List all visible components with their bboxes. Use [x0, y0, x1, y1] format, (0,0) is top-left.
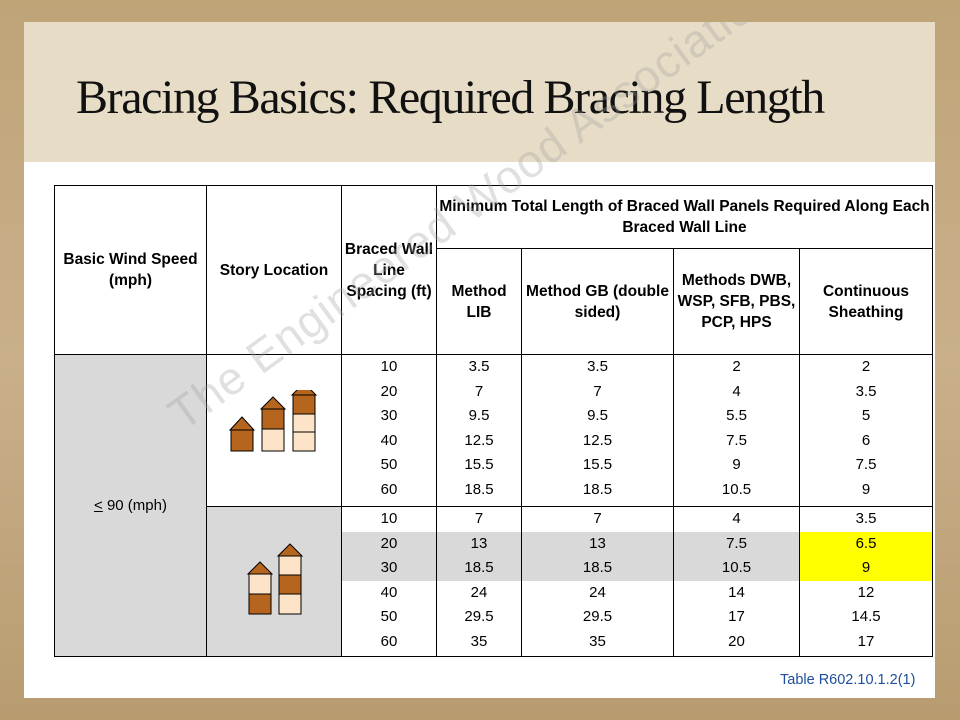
method-lib-list-lower: 7 13 18.5 24 29.5 35 — [436, 506, 522, 657]
list-item: 5 — [861, 407, 871, 424]
story-icon-cell-upper — [206, 354, 342, 507]
list-item: 9 — [861, 559, 871, 576]
continuous-list-lower: 3.5 6.5 9 12 14.5 17 — [799, 506, 933, 657]
list-item: 13 — [589, 534, 606, 552]
header-wind-speed: Basic Wind Speed (mph) — [54, 185, 207, 355]
list-item: 9.5 — [468, 407, 490, 424]
list-item: 3.5 — [855, 510, 877, 527]
list-item: 30 — [380, 559, 398, 576]
list-item: 35 — [470, 632, 488, 650]
list-item: 7.5 — [726, 431, 747, 449]
list-item: 14.5 — [851, 608, 881, 625]
list-item: 20 — [380, 382, 398, 400]
list-item: 40 — [380, 583, 398, 601]
slide-content: Bracing Basics: Required Bracing Length … — [24, 22, 935, 698]
list-item: 50 — [380, 608, 398, 625]
list-item: 12.5 — [582, 431, 613, 449]
list-item: 14 — [728, 583, 745, 601]
continuous-list-upper: 2 3.5 5 6 7.5 9 — [799, 354, 933, 507]
story-icon-cell-lower — [206, 506, 342, 657]
list-item: 4 — [732, 382, 741, 400]
list-item: 12 — [857, 583, 875, 601]
list-item: 10.5 — [721, 559, 752, 576]
list-item: 15.5 — [582, 456, 613, 473]
list-item: 3.5 — [855, 382, 877, 400]
list-item: 35 — [589, 632, 606, 650]
list-item: 30 — [380, 407, 398, 424]
method-gb-list-upper: 3.5 7 9.5 12.5 15.5 18.5 — [521, 354, 674, 507]
header-continuous-sheathing: Continuous Sheathing — [799, 248, 933, 355]
list-item: 7 — [593, 382, 602, 400]
list-item: 7 — [474, 510, 484, 527]
list-item: 29.5 — [582, 608, 613, 625]
wind-speed-symbol: < — [94, 497, 103, 514]
list-item: 20 — [380, 534, 398, 552]
list-item: 9 — [732, 456, 741, 473]
header-min-length-group: Minimum Total Length of Braced Wall Pane… — [436, 185, 933, 249]
list-item: 18.5 — [464, 559, 494, 576]
list-item: 40 — [380, 431, 398, 449]
list-item: 5.5 — [726, 407, 747, 424]
list-item: 9 — [861, 480, 871, 498]
method-gb-list-lower: 7 13 18.5 24 29.5 35 — [521, 506, 674, 657]
header-method-lib: Method LIB — [436, 248, 522, 355]
slide-title: Bracing Basics: Required Bracing Length — [76, 71, 825, 124]
list-item: 10 — [380, 510, 398, 527]
table-caption: Table R602.10.1.2(1) — [780, 672, 916, 688]
spacing-list-lower: 10 20 30 40 50 60 — [341, 506, 437, 657]
list-item: 17 — [728, 608, 745, 625]
methods-other-list-lower: 4 7.5 10.5 14 17 20 — [673, 506, 800, 657]
list-item: 7.5 — [855, 456, 877, 473]
list-item: 60 — [380, 480, 398, 498]
list-item: 18.5 — [582, 559, 613, 576]
list-item: 7.5 — [726, 534, 747, 552]
list-item: 60 — [380, 632, 398, 650]
header-story-location: Story Location — [206, 185, 342, 355]
list-item: 29.5 — [464, 608, 494, 625]
methods-other-list-upper: 2 4 5.5 7.5 9 10.5 — [673, 354, 800, 507]
list-item: 12.5 — [464, 431, 494, 449]
list-item: 13 — [470, 534, 488, 552]
wind-speed-value: 90 (mph) — [106, 497, 167, 514]
list-item: 18.5 — [582, 480, 613, 498]
list-item: 24 — [470, 583, 488, 601]
wind-speed-cell: < 90 (mph) — [54, 354, 207, 657]
list-item: 2 — [861, 358, 871, 375]
list-item: 10 — [380, 358, 398, 375]
header-methods-other: Methods DWB, WSP, SFB, PBS, PCP, HPS — [673, 248, 800, 355]
list-item: 9.5 — [587, 407, 608, 424]
header-wall-line-spacing: Braced Wall Line Spacing (ft) — [341, 185, 437, 355]
list-item: 17 — [857, 632, 875, 650]
one-two-three-story-house-icon — [228, 381, 318, 451]
list-item: 18.5 — [464, 480, 494, 498]
method-lib-list-upper: 3.5 7 9.5 12.5 15.5 18.5 — [436, 354, 522, 507]
list-item: 2 — [732, 358, 741, 375]
list-item: 24 — [589, 583, 606, 601]
bracing-table: Basic Wind Speed (mph) Story Location Br… — [54, 185, 933, 657]
two-three-story-house-icon — [246, 542, 304, 614]
list-item: 3.5 — [587, 358, 608, 375]
spacing-list-upper: 10 20 30 40 50 60 — [341, 354, 437, 507]
list-item: 4 — [732, 510, 741, 527]
list-item: 6.5 — [855, 534, 877, 552]
list-item: 7 — [593, 510, 602, 527]
title-band: Bracing Basics: Required Bracing Length — [24, 22, 935, 162]
header-method-gb: Method GB (double sided) — [521, 248, 674, 355]
list-item: 3.5 — [468, 358, 490, 375]
list-item: 15.5 — [464, 456, 494, 473]
list-item: 50 — [380, 456, 398, 473]
list-item: 7 — [474, 382, 484, 400]
list-item: 10.5 — [721, 480, 752, 498]
list-item: 6 — [861, 431, 871, 449]
list-item: 20 — [728, 632, 745, 650]
